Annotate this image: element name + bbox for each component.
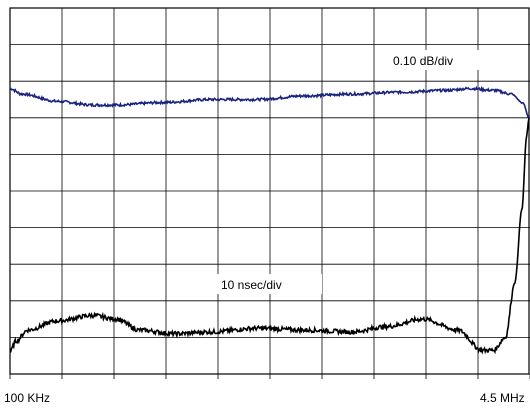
- chart-traces: [9, 85, 530, 355]
- chart-grid: [9, 7, 530, 379]
- x-axis-start-label: 100 KHz: [4, 391, 51, 405]
- series-label-0: 0.10 dB/div: [393, 54, 453, 68]
- series-label-bg-0: [386, 50, 480, 70]
- series-line-1: [9, 118, 530, 355]
- series-line-0: [9, 85, 530, 119]
- x-axis-end-label: 4.5 MHz: [480, 391, 525, 405]
- series-label-1: 10 nsec/div: [221, 278, 282, 292]
- series-label-bg-1: [214, 274, 322, 294]
- chart-trace-labels: 0.10 dB/div 10 nsec/div: [214, 50, 480, 294]
